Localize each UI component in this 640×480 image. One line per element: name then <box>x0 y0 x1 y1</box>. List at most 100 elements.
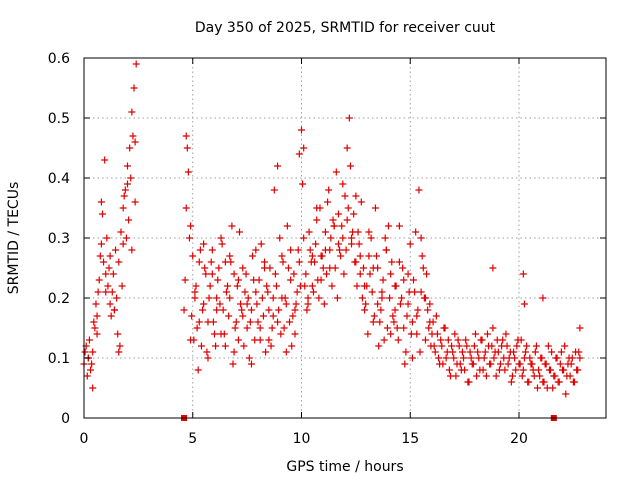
data-point <box>460 354 468 362</box>
data-point <box>328 282 336 290</box>
data-point <box>202 270 210 278</box>
data-point <box>267 342 275 350</box>
data-point <box>398 294 406 302</box>
data-point <box>187 222 195 230</box>
data-point <box>265 306 273 314</box>
data-point <box>423 270 431 278</box>
data-point <box>106 252 114 260</box>
data-point <box>93 312 101 320</box>
data-point <box>361 306 369 314</box>
data-point <box>344 204 352 212</box>
data-point <box>429 318 437 326</box>
data-point <box>81 348 89 356</box>
data-point <box>321 246 329 254</box>
data-point <box>562 390 570 398</box>
data-point <box>103 234 111 242</box>
data-point <box>353 282 361 290</box>
data-point <box>364 330 372 338</box>
data-point <box>555 378 563 386</box>
data-point <box>97 240 105 248</box>
data-point <box>200 300 208 308</box>
data-point <box>351 258 359 266</box>
data-point <box>450 354 458 362</box>
data-point <box>433 330 441 338</box>
data-point <box>486 360 494 368</box>
data-point <box>369 318 377 326</box>
data-point <box>262 348 270 356</box>
data-point <box>261 258 269 266</box>
data-point <box>228 222 236 230</box>
data-point <box>213 306 221 314</box>
data-point <box>213 294 221 302</box>
data-point <box>181 276 189 284</box>
data-point <box>257 240 265 248</box>
data-point <box>131 198 139 206</box>
data-point <box>270 186 278 194</box>
data-point <box>293 288 301 296</box>
data-point <box>269 294 277 302</box>
data-point <box>336 246 344 254</box>
data-point <box>224 282 232 290</box>
data-point <box>251 336 259 344</box>
data-point <box>419 264 427 272</box>
y-tick-label: 0 <box>61 411 70 427</box>
data-point <box>395 258 403 266</box>
data-point <box>320 300 328 308</box>
data-point <box>406 240 414 248</box>
data-point <box>387 330 395 338</box>
data-point <box>425 324 433 332</box>
data-point <box>489 324 497 332</box>
data-point <box>208 270 216 278</box>
data-point <box>233 282 241 290</box>
data-point <box>193 324 201 332</box>
data-point <box>252 246 260 254</box>
data-point <box>527 360 535 368</box>
data-point <box>362 300 370 308</box>
data-point <box>255 276 263 284</box>
data-point <box>373 252 381 260</box>
data-point <box>536 372 544 380</box>
x-axis-label: GPS time / hours <box>286 459 403 475</box>
data-point <box>420 294 428 302</box>
data-point <box>288 342 296 350</box>
data-point <box>226 294 234 302</box>
data-point <box>379 276 387 284</box>
data-point <box>217 330 225 338</box>
data-point <box>180 306 188 314</box>
data-point <box>473 372 481 380</box>
data-point <box>415 186 423 194</box>
data-point <box>481 348 489 356</box>
data-point <box>126 144 134 152</box>
data-point <box>421 336 429 344</box>
data-point <box>113 294 121 302</box>
data-point <box>87 366 95 374</box>
data-point <box>556 360 564 368</box>
data-point <box>281 294 289 302</box>
data-point <box>313 204 321 212</box>
data-point <box>109 270 117 278</box>
data-point <box>294 246 302 254</box>
data-point <box>300 144 308 152</box>
data-point <box>256 324 264 332</box>
data-point <box>510 348 518 356</box>
data-point <box>182 132 190 140</box>
data-point <box>350 210 358 218</box>
data-point <box>519 366 527 374</box>
data-point <box>470 342 478 350</box>
data-point <box>355 240 363 248</box>
data-point <box>125 216 133 224</box>
data-point <box>299 180 307 188</box>
data-point <box>334 210 342 218</box>
data-point <box>85 336 93 344</box>
data-point <box>88 360 96 368</box>
data-point <box>242 270 250 278</box>
data-point <box>497 360 505 368</box>
data-point <box>243 324 251 332</box>
data-point <box>525 378 533 386</box>
data-point <box>408 318 416 326</box>
data-point <box>365 228 373 236</box>
data-point <box>380 336 388 344</box>
data-point <box>547 366 555 374</box>
data-point <box>455 342 463 350</box>
data-point <box>383 324 391 332</box>
